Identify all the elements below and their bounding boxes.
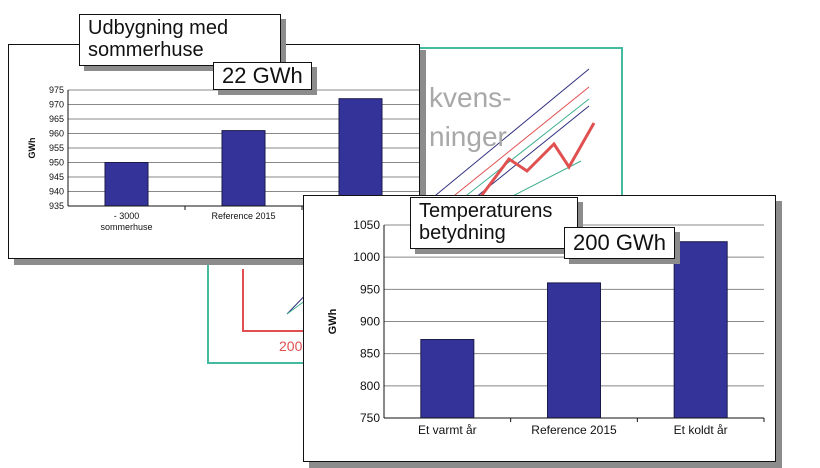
chart1-ytick-label: 975	[49, 85, 64, 95]
chart1-ytick-label: 945	[49, 172, 64, 182]
chart1-ytick-label: 970	[49, 100, 64, 110]
chart2-ytick-label: 1050	[353, 218, 380, 232]
chart2-category-label: Reference 2015	[531, 423, 617, 437]
chart2-bar	[547, 282, 601, 419]
chart2-bar	[673, 241, 728, 419]
chart1-category-label: Reference 2015	[211, 211, 275, 221]
chart1-plot: 935 940 945 950 955 960 965 970 975 - 3000sommerh…	[27, 85, 419, 232]
chart1-ytick-label: 950	[49, 158, 64, 168]
chart2-callout: 200 GWh	[564, 227, 675, 259]
chart1-ytick-label: 935	[49, 201, 64, 211]
chart2-ytick-label: 900	[360, 315, 380, 329]
chart1-category-label: sommerhuse	[100, 222, 152, 232]
chart1-ytick-label: 960	[49, 129, 64, 139]
chart1-ytick-label: 940	[49, 187, 64, 197]
chart1-card: 935 940 945 950 955 960 965 970 975 - 3000 sommerh…	[8, 44, 420, 259]
chart1-title: Udbygning med sommerhuse	[79, 14, 281, 66]
chart1-bar	[338, 98, 383, 207]
chart1-category-label: - 3000	[114, 211, 140, 221]
chart2-title: Temperaturens betydning	[410, 197, 578, 249]
chart1-y-axis-label: GWh	[27, 138, 37, 159]
chart2-ytick-label: 950	[360, 282, 380, 296]
chart1-ytick-label: 955	[49, 143, 64, 153]
chart2-ytick-label: 750	[360, 411, 380, 425]
background-axis-fragment: 200	[279, 338, 303, 354]
chart2-category-label: Et varmt år	[418, 423, 477, 437]
chart2-bar	[420, 339, 475, 419]
background-title-line1: kvens-	[429, 82, 512, 113]
chart1-callout: 22 GWh	[213, 62, 312, 90]
chart2-plot: 750 800 850 900 950 1000 1050 Et varmt år Refere…	[327, 218, 765, 437]
chart1-title-text: Udbygning med sommerhuse	[88, 17, 229, 61]
chart1-bar	[221, 130, 266, 207]
chart2-title-text: Temperaturens betydning	[419, 200, 553, 244]
chart2-y-axis-label: GWh	[327, 308, 339, 334]
chart2-category-label: Et koldt år	[674, 423, 728, 437]
chart1-bar	[104, 162, 149, 207]
chart2-ytick-label: 800	[360, 379, 380, 393]
chart2-ytick-label: 1000	[353, 250, 380, 264]
chart1-ytick-label: 965	[49, 114, 64, 124]
background-title-line2: ninger	[429, 121, 507, 152]
chart2-ytick-label: 850	[360, 347, 380, 361]
